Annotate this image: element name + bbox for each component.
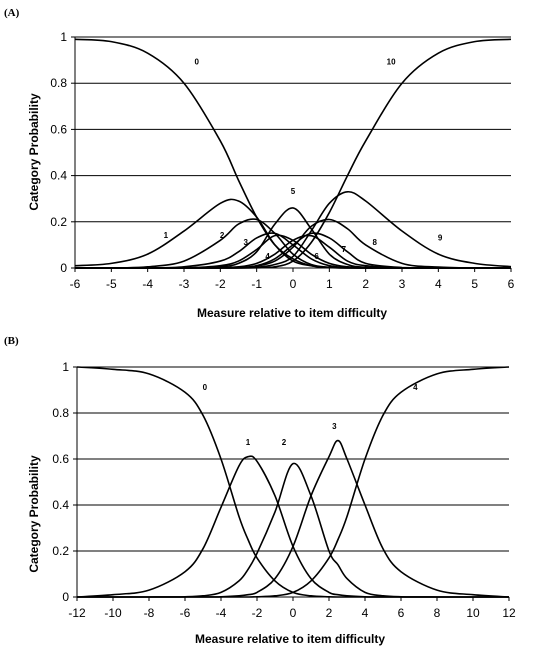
x-tick-label: 8 (434, 606, 441, 620)
y-tick-label: 1 (60, 30, 67, 44)
curve-label-1: 1 (164, 231, 169, 240)
curve-label-4: 4 (265, 252, 270, 261)
x-tick-label: 2 (362, 277, 369, 291)
x-tick-label: -6 (180, 606, 191, 620)
chart-b-curve-labels: 0 1 2 3 4 (203, 383, 419, 447)
y-tick-label: 1 (62, 360, 69, 374)
x-tick-label: -2 (252, 606, 263, 620)
curve-label-6: 6 (314, 252, 319, 261)
curve-label-8: 8 (373, 238, 378, 247)
chart-a: (A) 0 10 1 2 3 4 5 6 7 8 9 -6 -5 -4 -3 -2 -1 0 1 2 3 4 5 6 0 0.… (0, 0, 537, 330)
chart-b-y-axis-title: Category Probability (27, 455, 41, 573)
x-tick-label: 4 (362, 606, 369, 620)
chart-a-x-ticks: -6 -5 -4 -3 -2 -1 0 1 2 3 4 5 6 (70, 268, 515, 291)
x-tick-label: 6 (508, 277, 515, 291)
curve-label-10: 10 (387, 58, 396, 67)
series-line-3 (75, 232, 511, 269)
x-tick-label: -3 (179, 277, 190, 291)
x-tick-label: -1 (251, 277, 262, 291)
series-line-10 (75, 38, 512, 269)
curve-label-0: 0 (194, 58, 199, 67)
panel-label-b: (B) (4, 335, 19, 347)
curve-label-5: 5 (291, 187, 296, 196)
y-tick-label: 0.4 (50, 169, 67, 183)
x-tick-label: -8 (144, 606, 155, 620)
chart-b-curves (76, 366, 510, 598)
curve-label-3: 3 (244, 238, 249, 247)
x-tick-label: 1 (326, 277, 333, 291)
chart-b-x-axis-title: Measure relative to item difficulty (195, 632, 385, 646)
chart-b-svg: (B) 01 234 -12 -10 -8 -6 -4 -2 0 2 4 6 8 10 12 00.20.… (4, 335, 516, 646)
y-tick-label: 0.8 (52, 406, 69, 420)
x-tick-label: -4 (142, 277, 153, 291)
chart-a-y-ticks: 0 0.2 0.4 0.6 0.8 1 (50, 30, 75, 275)
y-tick-label: 0.4 (52, 498, 69, 512)
series-line-4 (76, 366, 510, 598)
series-line-0 (76, 366, 509, 598)
y-tick-label: 0.8 (50, 76, 67, 90)
chart-a-grid (74, 36, 511, 269)
panel-label-a: (A) (4, 7, 20, 19)
chart-b-y-ticks: 0 0.2 0.4 0.6 0.8 1 (52, 360, 77, 604)
x-tick-label: 2 (326, 606, 333, 620)
x-tick-label: -2 (215, 277, 226, 291)
chart-a-y-axis-title: Category Probability (27, 93, 41, 211)
chart-a-svg: (A) 0 10 1 2 3 4 5 6 7 8 9 -6 -5 -4 -3 -2 -1 0 1 2 3 4 5 6 0 0.… (4, 7, 515, 320)
x-tick-label: 6 (398, 606, 405, 620)
y-tick-label: 0 (62, 590, 69, 604)
curve-label-7: 7 (342, 245, 347, 254)
curve-label-2: 2 (220, 231, 225, 240)
y-tick-label: 0.2 (52, 544, 69, 558)
x-tick-label: -6 (70, 277, 81, 291)
series-line-7 (75, 232, 511, 269)
chart-b-x-ticks: -12 -10 -8 -6 -4 -2 0 2 4 6 8 10 12 (68, 597, 516, 620)
chart-a-x-axis-title: Measure relative to item difficulty (197, 306, 387, 320)
chart-a-curves (74, 38, 512, 269)
x-tick-label: -5 (106, 277, 117, 291)
chart-a-curve-labels: 0 10 1 2 3 4 5 6 7 8 9 (164, 58, 443, 261)
x-tick-label: 3 (399, 277, 406, 291)
series-line-6 (75, 234, 511, 269)
series-line-1 (76, 455, 509, 598)
y-tick-label: 0.2 (50, 215, 67, 229)
chart-b-grid (76, 366, 509, 598)
curve-label-0: 0 (203, 383, 208, 392)
curve-label-3: 3 (332, 422, 337, 431)
curve-label-9: 9 (438, 233, 443, 242)
curve-label-1: 1 (246, 438, 251, 447)
x-tick-label: 0 (290, 606, 297, 620)
x-tick-label: 0 (290, 277, 297, 291)
series-line-2 (76, 462, 509, 598)
x-tick-label: 10 (466, 606, 480, 620)
y-tick-label: 0.6 (50, 122, 67, 136)
x-tick-label: 5 (471, 277, 478, 291)
x-tick-label: 4 (435, 277, 442, 291)
y-tick-label: 0 (60, 261, 67, 275)
curve-label-2: 2 (282, 438, 287, 447)
x-tick-label: 12 (502, 606, 516, 620)
y-tick-label: 0.6 (52, 452, 69, 466)
x-tick-label: -10 (104, 606, 122, 620)
series-line-0 (74, 38, 511, 269)
x-tick-label: -12 (68, 606, 86, 620)
curve-label-4: 4 (413, 383, 418, 392)
x-tick-label: -4 (216, 606, 227, 620)
